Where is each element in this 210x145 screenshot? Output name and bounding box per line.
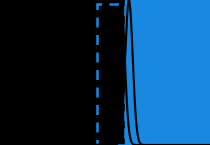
Bar [97, 4, 125, 145]
